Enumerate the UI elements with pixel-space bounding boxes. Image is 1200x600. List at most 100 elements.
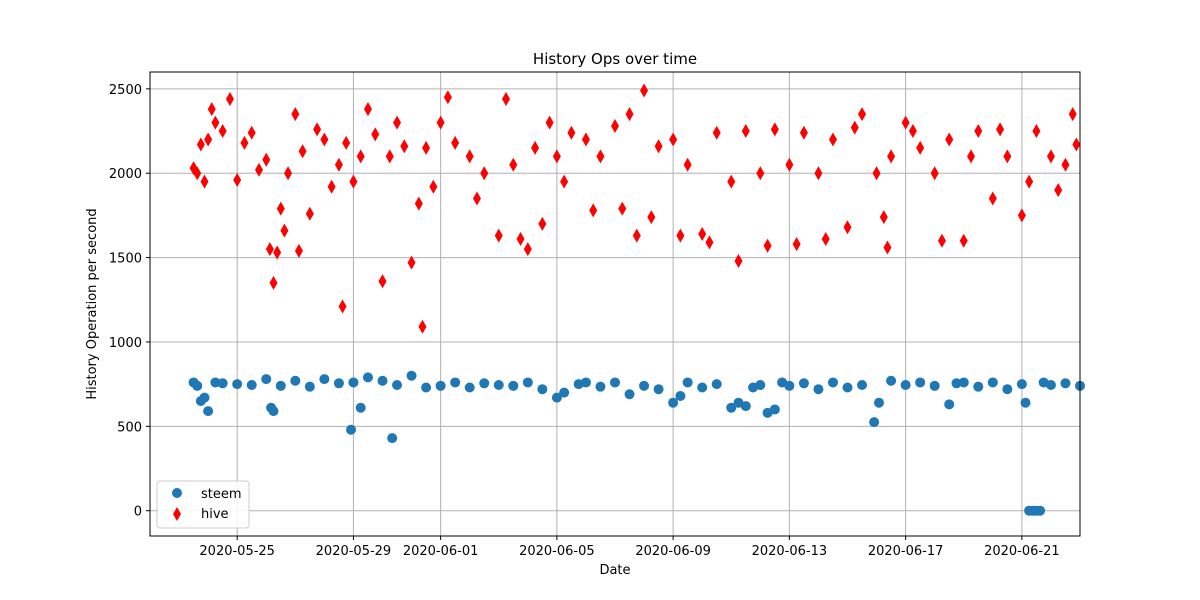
hive-point: [363, 102, 372, 117]
steem-point: [551, 392, 562, 403]
hive-point: [265, 242, 274, 257]
hive-point: [451, 135, 460, 150]
steem-point: [464, 382, 475, 393]
hive-point: [422, 140, 431, 155]
steem-point: [435, 380, 446, 391]
hive-point: [247, 125, 256, 140]
legend: steem hive: [156, 480, 250, 529]
steem-point: [1045, 379, 1056, 390]
steem-point: [610, 377, 620, 388]
steem-point: [290, 375, 301, 386]
steem-point: [595, 381, 606, 392]
x-tick-label: 2020-05-29: [316, 544, 392, 559]
steem-point: [319, 374, 330, 385]
steem-point: [508, 380, 519, 391]
hive-point: [414, 196, 423, 211]
hive-point: [792, 237, 801, 252]
y-tick-label: 2000: [109, 167, 142, 182]
hive-point: [872, 166, 881, 181]
steem-point: [348, 377, 359, 388]
hive-point: [770, 122, 779, 137]
steem-point: [1035, 505, 1046, 516]
hive-point: [887, 149, 896, 164]
steem-point: [377, 375, 388, 386]
hive-point: [974, 124, 983, 139]
steem-point: [392, 379, 403, 390]
hive-point: [1025, 174, 1034, 189]
hive-point: [734, 253, 743, 268]
chart-title: History Ops over time: [533, 50, 697, 68]
hive-point: [828, 132, 837, 147]
steem-point: [203, 406, 214, 417]
steem-point: [1020, 397, 1031, 408]
steem-point: [827, 377, 838, 388]
hive-point: [262, 152, 271, 167]
hive-point: [218, 124, 227, 139]
steem-point: [537, 384, 548, 395]
hive-point: [741, 124, 750, 139]
hive-point: [531, 140, 540, 155]
hive-point: [763, 238, 772, 253]
hive-point: [996, 122, 1005, 137]
hive-point: [193, 166, 202, 181]
x-axis-title: Date: [599, 563, 630, 578]
steem-point: [813, 384, 824, 395]
hive-point: [280, 223, 289, 238]
hive-point: [669, 132, 678, 147]
y-tick-label: 2500: [109, 83, 142, 98]
hive-point: [640, 83, 649, 98]
steem-point: [559, 387, 570, 398]
steem-point: [192, 380, 203, 391]
hive-point: [727, 174, 736, 189]
hive-point: [545, 115, 554, 130]
hive-point: [207, 102, 216, 117]
steem-point: [769, 404, 780, 415]
hive-point: [371, 127, 380, 142]
hive-point: [509, 157, 518, 172]
hive-point: [814, 166, 823, 181]
hive-point: [305, 206, 314, 221]
hive-point: [472, 191, 481, 206]
hive-point: [698, 226, 707, 241]
steem-point: [873, 397, 884, 408]
hive-point: [705, 235, 714, 250]
hive-point: [211, 115, 220, 130]
x-tick-label: 2020-06-01: [403, 544, 479, 559]
steem-point: [1002, 384, 1013, 395]
steem-point: [958, 377, 969, 388]
steem-point: [387, 433, 398, 444]
steem-point: [261, 374, 272, 385]
hive-point: [632, 228, 641, 243]
x-tick-label: 2020-06-05: [519, 544, 595, 559]
legend-label-hive: hive: [201, 507, 229, 522]
hive-point: [756, 166, 765, 181]
hive-point: [843, 220, 852, 235]
hive-point: [916, 140, 925, 155]
hive-point: [1032, 124, 1041, 139]
hive-point: [407, 255, 416, 270]
hive-point: [967, 149, 976, 164]
steem-point: [275, 380, 286, 391]
hive-point: [385, 149, 394, 164]
steem-point: [784, 380, 795, 391]
hive-point: [945, 132, 954, 147]
x-tick-label: 2020-06-17: [868, 544, 944, 559]
hive-point: [959, 233, 968, 248]
hive-point: [908, 124, 917, 139]
steem-point: [682, 377, 693, 388]
hive-point: [676, 228, 685, 243]
hive-point: [596, 149, 605, 164]
legend-marker-steem: [172, 488, 182, 498]
steem-point: [639, 380, 650, 391]
hive-point: [712, 125, 721, 140]
hive-point: [233, 172, 242, 187]
steem-point: [653, 384, 664, 395]
y-tick-label: 500: [117, 420, 142, 435]
hive-point: [552, 149, 561, 164]
hive-point: [196, 137, 205, 152]
y-tick-label: 1500: [109, 252, 142, 267]
hive-point: [494, 228, 503, 243]
axis-ticks: 2020-05-25 2020-05-29 2020-06-01 2020-06-05…: [109, 83, 1060, 559]
steem-point: [493, 379, 504, 390]
